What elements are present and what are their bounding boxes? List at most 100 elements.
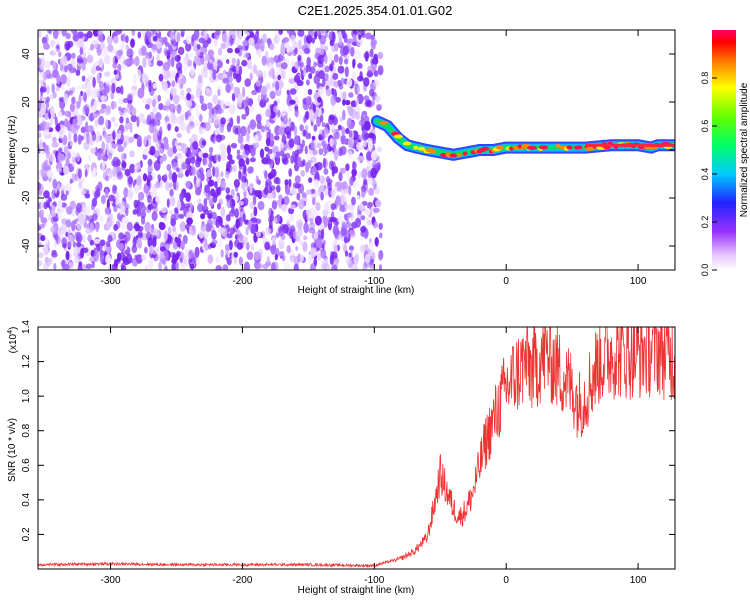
noise-blob: [318, 47, 325, 56]
noise-blob: [98, 58, 104, 68]
noise-blob: [38, 112, 43, 118]
y-tick-label: 0.2: [21, 527, 32, 541]
noise-blob: [328, 114, 335, 121]
noise-blob: [233, 251, 238, 258]
noise-blob: [236, 58, 240, 67]
noise-blob: [73, 132, 78, 143]
noise-blob: [111, 82, 116, 94]
noise-blob: [195, 256, 200, 266]
noise-blob: [170, 218, 176, 227]
noise-blob: [75, 152, 81, 162]
noise-blob: [361, 168, 368, 180]
noise-blob: [114, 122, 119, 128]
noise-blob: [249, 119, 257, 130]
noise-blob: [354, 217, 362, 228]
noise-blob: [89, 43, 95, 51]
noise-blob: [216, 202, 222, 210]
noise-blob: [38, 132, 42, 139]
noise-blob: [363, 120, 371, 131]
noise-blob: [317, 96, 322, 103]
noise-blob: [348, 130, 353, 138]
noise-blob: [89, 147, 96, 154]
spectrogram-ridge: [370, 115, 675, 161]
noise-blob: [127, 103, 133, 115]
noise-blob: [230, 82, 234, 90]
noise-blob: [322, 143, 330, 154]
noise-blob: [340, 225, 348, 235]
snr-yticks: 0.2 0.4 0.6 0.8 1.0 1.2 1.4: [21, 320, 675, 541]
noise-blob: [344, 214, 348, 221]
noise-blob: [108, 147, 116, 154]
noise-blob: [249, 157, 256, 163]
noise-blob: [83, 141, 90, 150]
ridge-peak: [413, 145, 419, 150]
noise-blob: [315, 161, 323, 171]
noise-blob: [271, 200, 278, 210]
noise-blob: [371, 161, 378, 170]
noise-blob: [226, 257, 232, 266]
noise-blob: [206, 102, 213, 110]
noise-blob: [263, 69, 267, 79]
noise-blob: [141, 216, 146, 225]
noise-blob: [106, 198, 110, 210]
noise-blob: [148, 258, 154, 270]
noise-blob: [130, 58, 135, 65]
noise-blob: [313, 138, 318, 148]
noise-blob: [84, 169, 88, 178]
noise-blob: [356, 37, 363, 47]
colorbar-tick-label: 0.6: [700, 120, 710, 133]
noise-blob: [263, 186, 269, 195]
noise-blob: [319, 184, 325, 194]
ridge-peak: [462, 151, 468, 156]
noise-blob: [73, 102, 77, 113]
noise-blob: [247, 59, 252, 70]
noise-blob: [376, 103, 383, 109]
noise-blob: [270, 262, 276, 270]
noise-blob: [226, 214, 231, 222]
noise-blob: [99, 253, 104, 265]
noise-blob: [143, 135, 147, 146]
noise-blob: [246, 251, 254, 260]
noise-blob: [259, 148, 265, 159]
noise-blob: [341, 181, 349, 192]
noise-blob: [368, 187, 374, 196]
noise-blob: [45, 144, 50, 156]
noise-blob: [205, 192, 210, 201]
noise-blob: [372, 79, 380, 88]
noise-blob: [152, 246, 157, 256]
noise-blob: [227, 153, 233, 161]
noise-blob: [347, 203, 355, 211]
noise-blob: [226, 163, 233, 173]
colorbar-tick-label: 0.0: [700, 264, 710, 277]
noise-blob: [235, 73, 242, 83]
noise-blob: [51, 83, 55, 94]
noise-blob: [112, 185, 118, 192]
noise-blob: [77, 58, 84, 64]
noise-blob: [337, 65, 345, 74]
noise-blob: [361, 200, 368, 206]
noise-blob: [217, 154, 221, 162]
noise-blob: [208, 63, 214, 70]
noise-blob: [134, 163, 139, 174]
spectrogram-xticks: -300 -200 -100 0 100: [101, 30, 647, 287]
noise-blob: [165, 243, 170, 250]
noise-blob: [126, 221, 133, 232]
noise-blob: [286, 30, 293, 35]
noise-blob: [199, 95, 204, 105]
noise-blob: [98, 81, 104, 90]
noise-blob: [38, 170, 42, 181]
colorbar-label: Normalized spectral amplitude: [739, 82, 750, 217]
noise-blob: [99, 108, 105, 114]
noise-blob: [262, 33, 268, 44]
noise-blob: [86, 30, 93, 39]
noise-blob: [74, 231, 81, 237]
noise-blob: [308, 177, 313, 183]
noise-blob: [249, 72, 253, 81]
noise-blob: [127, 176, 133, 185]
noise-blob: [333, 244, 339, 253]
noise-blob: [240, 143, 245, 151]
noise-blob: [363, 178, 368, 186]
noise-blob: [246, 132, 250, 142]
noise-blob: [133, 73, 137, 85]
noise-blob: [247, 219, 252, 230]
